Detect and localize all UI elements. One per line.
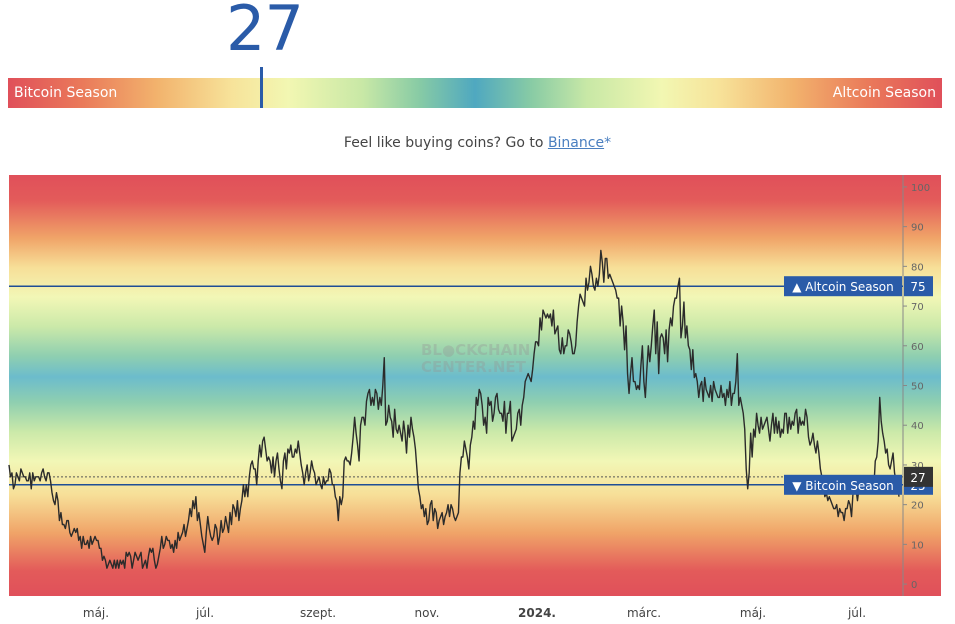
- promo-line: Feel like buying coins? Go to Binance*: [0, 135, 955, 151]
- threshold-value: 75: [910, 280, 925, 294]
- altcoin-season-label: Altcoin Season: [832, 85, 936, 101]
- index-value: 27: [226, 0, 304, 65]
- y-tick-label: 100: [911, 183, 930, 194]
- watermark-text: CENTER.NET: [421, 358, 527, 376]
- season-gradient-bar: Bitcoin Season Altcoin Season: [8, 67, 942, 108]
- series-line: [8, 249, 900, 569]
- threshold-label: ▼ Bitcoin Season: [792, 479, 894, 493]
- x-tick-label: máj.: [740, 606, 766, 620]
- x-tick-label: máj.: [83, 606, 109, 620]
- threshold-label-box: [784, 276, 902, 297]
- index-marker: [260, 67, 263, 108]
- y-tick-label: 20: [911, 501, 924, 512]
- x-tick-label: 2024.: [518, 606, 556, 620]
- current-value-box: [904, 466, 933, 487]
- threshold-value-box: [904, 276, 933, 297]
- threshold-label: ▲ Altcoin Season: [792, 280, 894, 294]
- x-tick-label: nov.: [415, 606, 440, 620]
- y-tick-label: 10: [911, 540, 924, 551]
- y-tick-label: 80: [911, 262, 924, 273]
- x-tick-label: szept.: [300, 606, 336, 620]
- watermark-text: BL●CKCHAIN: [421, 341, 530, 359]
- y-tick-label: 30: [911, 461, 924, 472]
- promo-text: Feel like buying coins? Go to: [343, 135, 548, 151]
- y-tick-label: 70: [911, 302, 924, 313]
- x-tick-label: júl.: [195, 606, 214, 620]
- promo-asterisk: *: [604, 135, 612, 151]
- chart-background: [9, 175, 941, 596]
- y-tick-label: 50: [911, 382, 924, 393]
- x-tick-label: júl.: [847, 606, 866, 620]
- x-tick-label: márc.: [627, 606, 661, 620]
- binance-link[interactable]: Binance: [547, 135, 605, 151]
- y-tick-label: 90: [911, 223, 924, 234]
- y-tick-label: 60: [911, 342, 924, 353]
- current-value-label: 27: [910, 471, 925, 485]
- y-tick-label: 0: [911, 580, 917, 591]
- y-tick-label: 40: [911, 421, 924, 432]
- threshold-label-box: [784, 474, 902, 495]
- bitcoin-season-label: Bitcoin Season: [14, 85, 118, 101]
